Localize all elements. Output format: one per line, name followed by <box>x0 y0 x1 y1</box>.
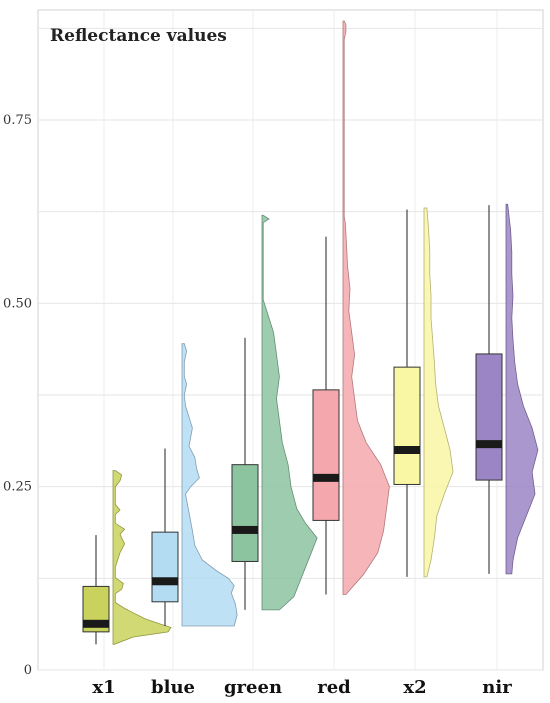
density-clouds <box>112 20 539 645</box>
box-x2 <box>393 366 421 485</box>
x-tick-label: green <box>224 677 282 698</box>
density-cloud-blue <box>181 343 238 627</box>
x-tick-label: x1 <box>92 677 115 698</box>
median-nir <box>476 440 502 449</box>
grid-lines <box>38 10 543 671</box>
x-axis-tick-labels: x1 blue green red x2 nir <box>92 677 512 698</box>
density-cloud-x1 <box>112 470 172 645</box>
density-cloud-nir <box>505 203 539 575</box>
x-tick-label: blue <box>151 677 195 698</box>
box-blue <box>151 531 179 603</box>
y-tick-label: 0 <box>24 663 32 678</box>
boxplots <box>82 205 503 645</box>
chart-title: Reflectance values <box>50 26 227 46</box>
x-tick-label: x2 <box>403 677 426 698</box>
median-x2 <box>394 446 420 454</box>
y-tick-label: 0.50 <box>3 296 32 311</box>
box-green <box>231 464 259 562</box>
median-red <box>313 473 339 482</box>
box-nir <box>475 353 503 481</box>
y-axis-tick-labels: 0 0.25 0.50 0.75 <box>3 113 32 678</box>
median-blue <box>152 577 178 586</box>
y-tick-label: 0.75 <box>3 113 32 128</box>
y-tick-label: 0.25 <box>3 480 32 495</box>
x-tick-label: red <box>317 677 351 698</box>
density-cloud-red <box>342 20 390 595</box>
density-cloud-green <box>261 214 318 611</box>
median-x1 <box>83 619 109 628</box>
box-red <box>312 389 340 521</box>
median-green <box>232 525 258 534</box>
x-tick-label: nir <box>482 677 512 698</box>
density-cloud-x2 <box>423 207 454 578</box>
